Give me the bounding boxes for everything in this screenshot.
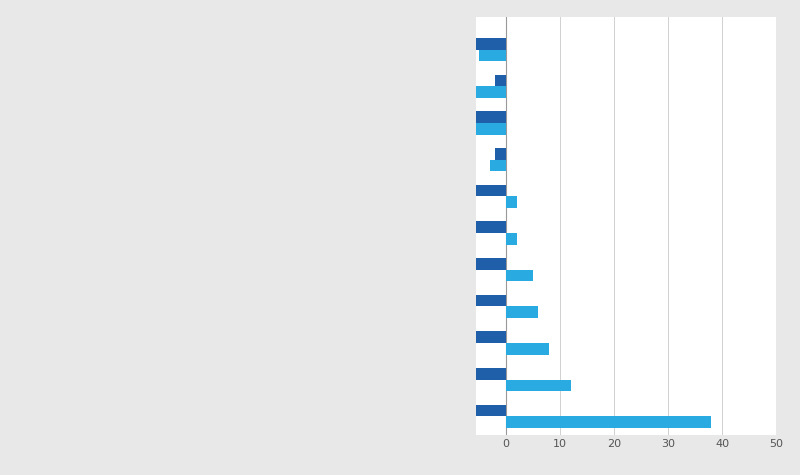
Bar [398,111,506,123]
Bar [495,148,506,160]
Bar [425,331,506,343]
Bar [506,233,517,245]
Bar [506,196,517,208]
Bar [430,294,506,306]
Bar [506,343,550,355]
Bar [468,86,506,98]
Bar [506,380,570,391]
Bar [387,258,506,270]
Bar [350,405,506,416]
Bar [495,75,506,86]
Bar [506,270,533,281]
Bar [268,185,506,196]
Bar [436,221,506,233]
Bar [506,416,711,428]
Bar [479,49,506,61]
Bar [490,160,506,171]
Bar [462,123,506,135]
Bar [506,306,538,318]
Bar [468,38,506,49]
Bar [366,368,506,380]
